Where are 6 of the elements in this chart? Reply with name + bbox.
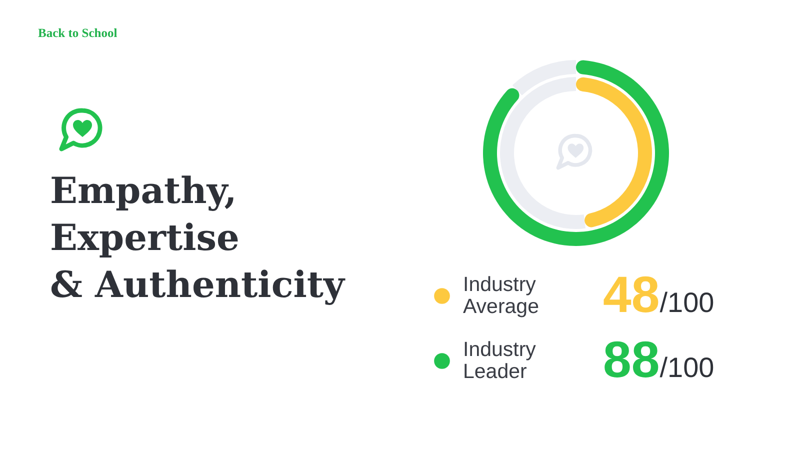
text: Empathy, Expertise & Authenticity (50, 170, 346, 306)
legend-label: Industry Leader (463, 338, 537, 383)
data-label: 88/100 (603, 330, 714, 388)
text: Back to School (38, 26, 118, 40)
legend-label: Industry Average (463, 273, 539, 318)
data-label: 48/100 (603, 266, 714, 322)
